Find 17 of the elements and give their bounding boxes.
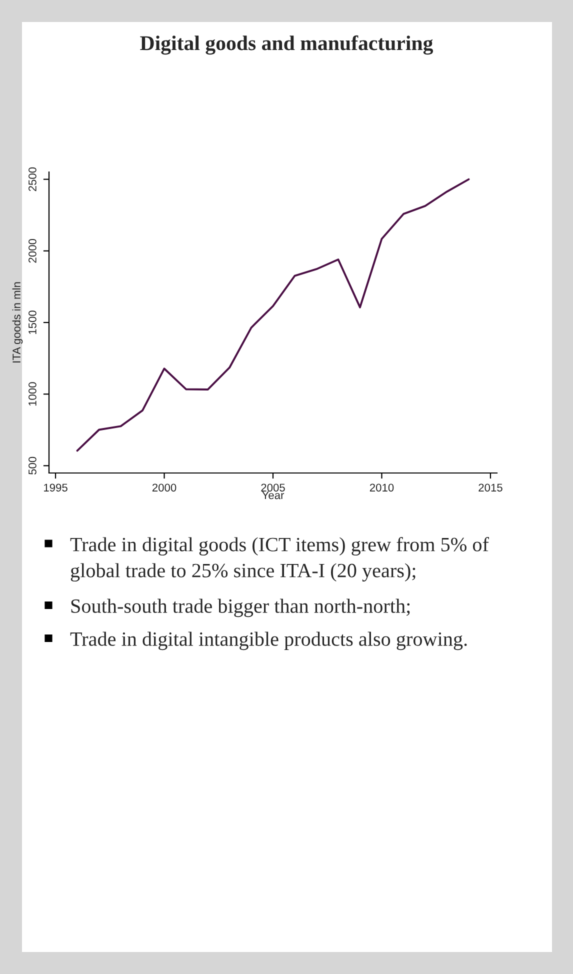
y-axis-title: ITA goods in mln [12,282,23,362]
x-tick-label: 2015 [478,484,502,492]
line-series [76,178,470,452]
x-tick-label: 2000 [152,484,176,492]
x-tick-label: 1995 [44,484,68,492]
text: South-south trade bigger than north-north; [71,598,410,618]
chart-title: Digital goods and manufacturing [140,35,434,55]
x-axis-title: Year [262,491,284,500]
text: Trade in digital goods (ICT items) grew from 5% of global trade to 25% since ITA-I (20 years); [70,537,489,582]
y-tick-label: 1500 [28,310,36,334]
x-tick-label: 2005 [261,484,285,492]
y-tick-label: 2000 [28,238,36,263]
x-tick-label: 2010 [370,484,394,492]
y-tick-label: 1000 [28,382,36,406]
y-tick-label: 2500 [28,167,36,192]
text: Trade in digital intangible products also growing. [70,632,467,650]
y-tick-label: 500 [28,456,36,475]
